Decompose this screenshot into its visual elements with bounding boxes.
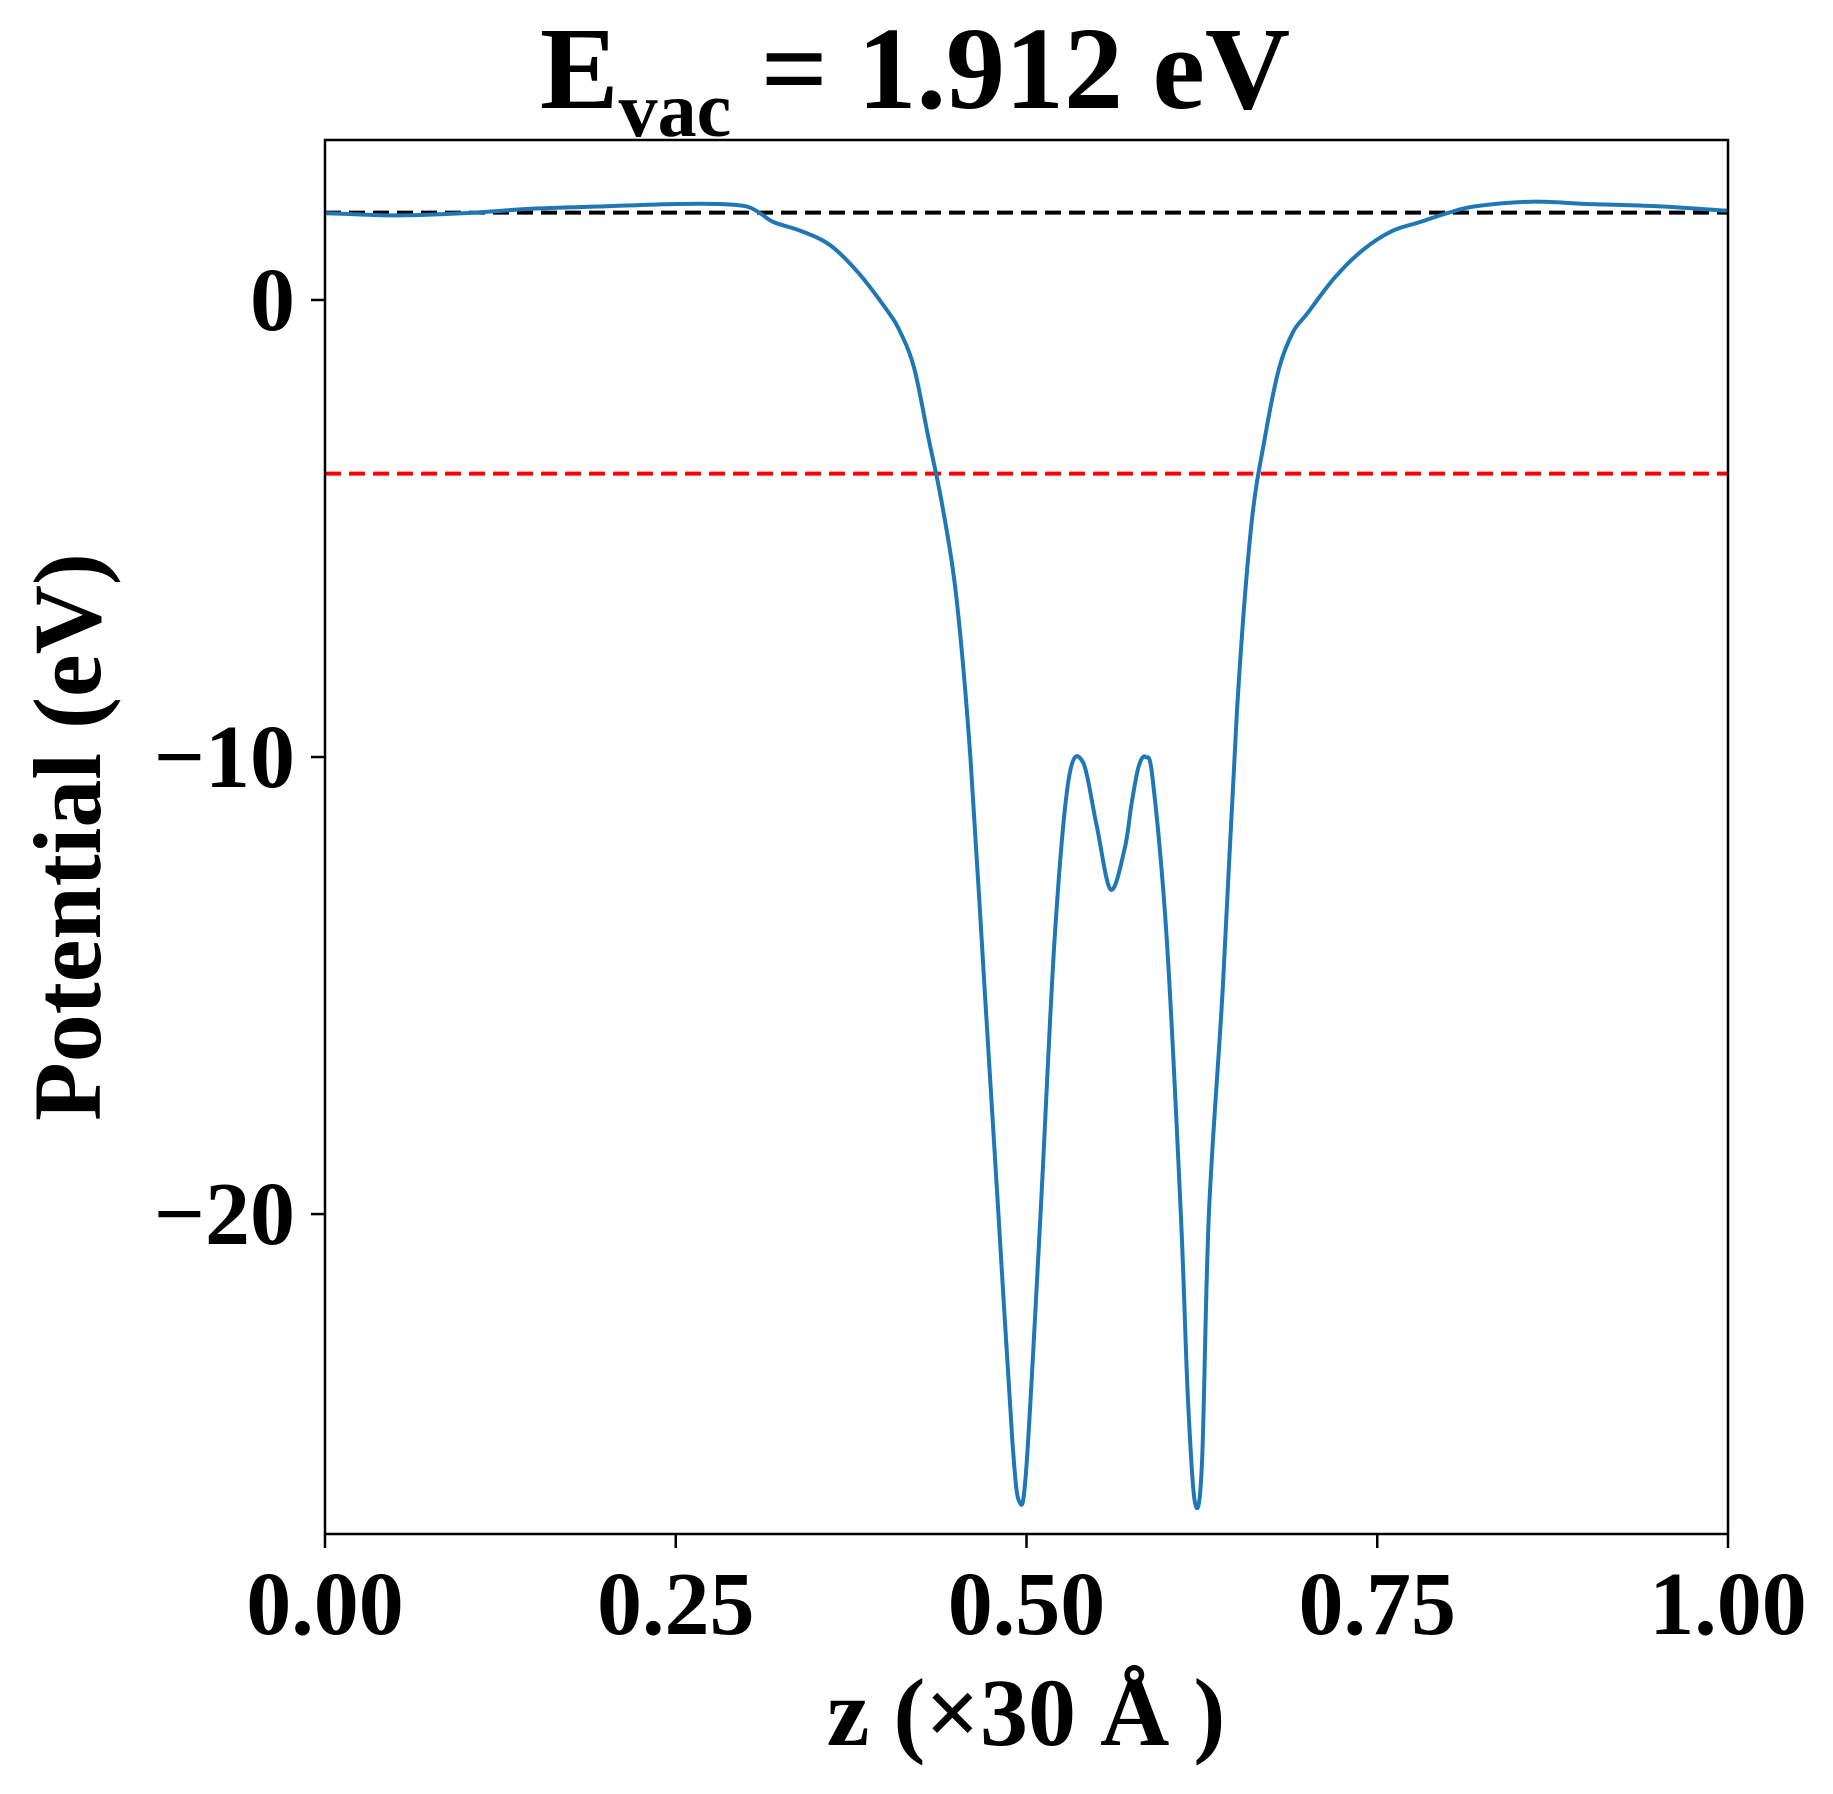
chart-title-subscript: vac bbox=[619, 66, 732, 153]
y-tick-label: 0 bbox=[250, 251, 295, 350]
x-axis-ticks: 0.00 0.25 0.50 0.75 1.00 bbox=[246, 1534, 1807, 1654]
y-axis-ticks: 0 −10 −20 bbox=[154, 251, 325, 1264]
chart-title-rest: = 1.912 eV bbox=[731, 3, 1290, 134]
reference-lines bbox=[325, 210, 1728, 476]
x-tick-label: 1.00 bbox=[1649, 1555, 1807, 1654]
y-tick-label: −20 bbox=[154, 1165, 295, 1264]
x-tick-label: 0.25 bbox=[597, 1555, 755, 1654]
series-line-0 bbox=[324, 199, 1729, 1511]
chart-title-main: E bbox=[540, 3, 619, 134]
chart-title: Evac = 1.912 eV bbox=[540, 3, 1290, 153]
x-axis-label: z (×30 Å ) bbox=[827, 1659, 1226, 1766]
x-tick-label: 0.75 bbox=[1299, 1555, 1457, 1654]
x-tick-label: 0.50 bbox=[948, 1555, 1106, 1654]
y-tick-label: −10 bbox=[154, 708, 295, 807]
x-tick-label: 0.00 bbox=[246, 1555, 404, 1654]
plot-frame bbox=[323, 138, 1730, 1536]
series-layer bbox=[324, 199, 1729, 1511]
y-axis-label: Potential (eV) bbox=[14, 553, 121, 1121]
